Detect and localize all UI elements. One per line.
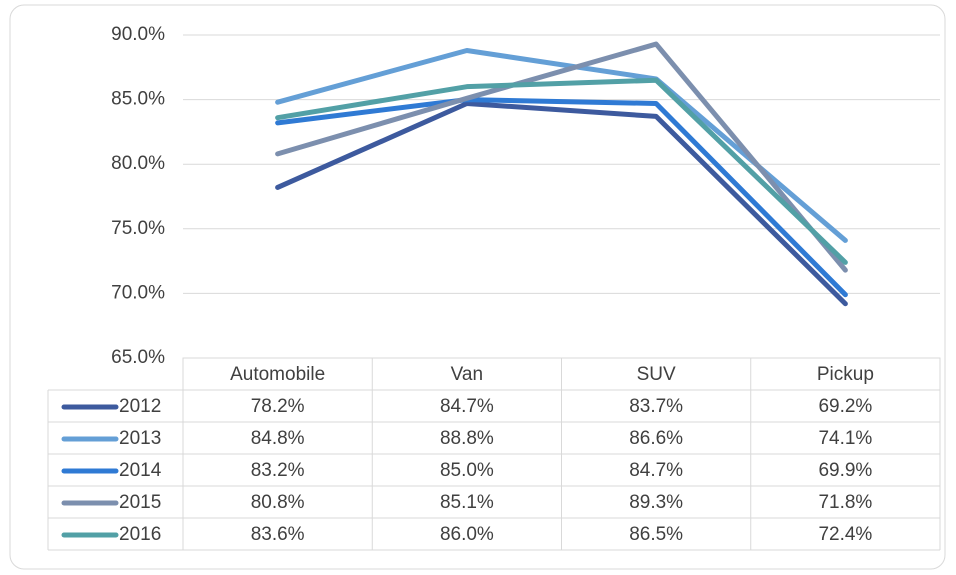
legend-label: 2012 [119, 396, 161, 417]
table-value: 86.6% [629, 428, 683, 449]
table-value: 80.8% [251, 492, 305, 513]
table-value: 83.7% [629, 396, 683, 417]
y-tick-label: 70.0% [111, 282, 165, 303]
series-line [275, 97, 848, 298]
table-value: 84.8% [251, 428, 305, 449]
x-tick-label: Van [451, 364, 483, 385]
legend-label: 2013 [119, 428, 161, 449]
series-line [275, 41, 848, 273]
table-value: 88.8% [440, 428, 494, 449]
table-value: 84.7% [629, 460, 683, 481]
y-tick-label: 85.0% [111, 89, 165, 110]
table-value: 86.5% [629, 524, 683, 545]
table-value: 83.2% [251, 460, 305, 481]
series-line [275, 77, 848, 265]
legend-label: 2015 [119, 492, 161, 513]
table-value: 85.1% [440, 492, 494, 513]
series-line [275, 100, 848, 307]
table-value: 78.2% [251, 396, 305, 417]
legend-label: 2016 [119, 524, 161, 545]
table-value: 71.8% [818, 492, 872, 513]
table-value: 89.3% [629, 492, 683, 513]
table-value: 69.9% [818, 460, 872, 481]
y-tick-label: 80.0% [111, 153, 165, 174]
x-tick-label: Pickup [817, 364, 874, 385]
chart-frame [9, 4, 946, 570]
legend-label: 2014 [119, 460, 162, 481]
table-value: 84.7% [440, 396, 494, 417]
table-value: 69.2% [818, 396, 872, 417]
table-value: 72.4% [818, 524, 872, 545]
table-value: 86.0% [440, 524, 494, 545]
y-tick-label: 75.0% [111, 218, 165, 239]
x-tick-label: SUV [637, 364, 676, 385]
table-value: 85.0% [440, 460, 494, 481]
y-tick-label: 90.0% [111, 24, 165, 45]
x-tick-label: Automobile [230, 364, 325, 385]
table-value: 83.6% [251, 524, 305, 545]
table-value: 74.1% [818, 428, 872, 449]
y-tick-label: 65.0% [111, 347, 165, 368]
